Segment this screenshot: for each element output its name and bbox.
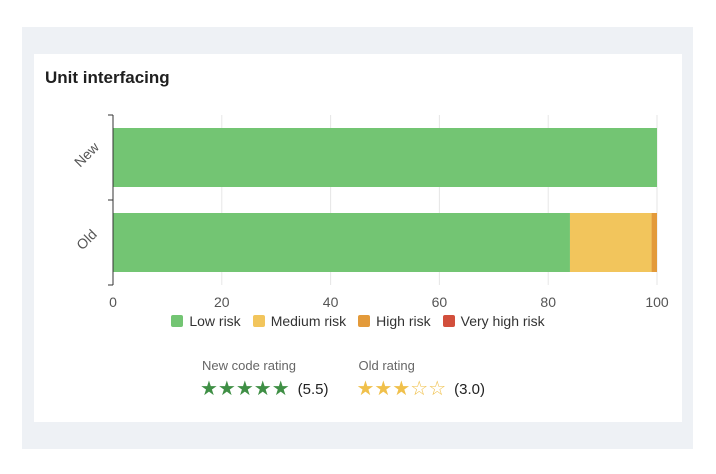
rating-block-1: Old rating ★★★☆☆ (3.0) [357, 358, 486, 399]
bar-new-low-risk [113, 128, 657, 187]
rating-value: (5.5) [297, 380, 329, 398]
x-tick-labels: 0 20 40 60 80 100 [109, 294, 669, 310]
x-tick-label-100: 100 [645, 294, 669, 310]
rating-label: New code rating [202, 358, 296, 373]
x-tick-label-40: 40 [323, 294, 339, 310]
legend-swatch [252, 315, 265, 327]
chart-legend: Low risk Medium risk High risk Very high ri… [0, 313, 716, 329]
chart-title: Unit interfacing [45, 68, 170, 87]
star-rating-icon: ★★★☆☆ [356, 378, 447, 400]
bar-old-medium-risk [569, 213, 652, 272]
category-labels: New Old [71, 138, 103, 253]
legend-item-medium-risk[interactable]: Medium risk [252, 313, 347, 329]
legend-swatch [171, 315, 184, 327]
legend-item-low-risk[interactable]: Low risk [171, 313, 241, 329]
category-label-new: New [71, 138, 103, 170]
rating-value: (3.0) [454, 380, 485, 398]
ratings: New code rating ★★★★★ (5.5) Old rating ★★★☆☆… [200, 358, 485, 399]
rating-block-0: New code rating ★★★★★ (5.5) [200, 358, 329, 399]
x-tick-label-0: 0 [109, 294, 117, 310]
legend-item-high-risk[interactable]: High risk [358, 313, 431, 329]
axes [108, 114, 114, 286]
legend-label: Very high risk [460, 313, 545, 329]
legend-swatch [442, 315, 455, 327]
legend-label: High risk [376, 313, 431, 329]
bar-group [113, 128, 657, 272]
star-rating-icon: ★★★★★ [200, 378, 290, 400]
bar-old-low-risk [113, 213, 570, 272]
legend-item-very-high-risk[interactable]: Very high risk [442, 313, 545, 329]
legend-label: Medium risk [270, 313, 347, 329]
rating-row: ★★★☆☆ (3.0) [357, 379, 486, 399]
bar-old-high-risk [651, 213, 657, 272]
category-label-old: Old [73, 226, 100, 253]
legend-label: Low risk [189, 313, 241, 329]
rating-row: ★★★★★ (5.5) [200, 379, 329, 399]
rating-label: Old rating [358, 358, 415, 373]
x-tick-label-20: 20 [214, 294, 230, 310]
legend-swatch [358, 315, 371, 327]
x-tick-label-80: 80 [540, 294, 556, 310]
x-tick-label-60: 60 [432, 294, 448, 310]
